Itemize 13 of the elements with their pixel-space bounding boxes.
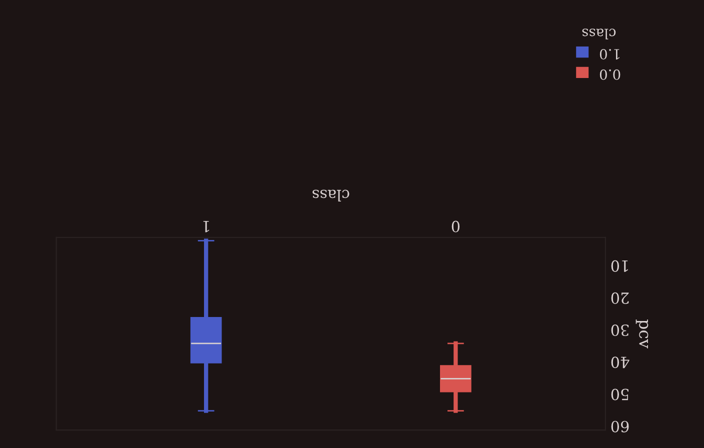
y-tick-label: 20 <box>611 292 629 304</box>
y-tick-label: 10 <box>611 260 628 272</box>
y-tick-label: 40 <box>611 356 630 368</box>
legend-label: 1.0 <box>600 49 620 60</box>
y-tick-label: 30 <box>611 324 629 336</box>
y-tick-label: 60 <box>611 420 629 432</box>
x-axis-title: class <box>312 190 350 202</box>
x-tick-label: 0 <box>452 220 460 232</box>
y-axis-title: pcv <box>636 320 648 348</box>
y-tick-label: 50 <box>611 388 628 400</box>
legend-label: 0.0 <box>600 69 620 80</box>
x-tick-label: 1 <box>203 220 210 232</box>
legend-title: class <box>582 28 616 40</box>
